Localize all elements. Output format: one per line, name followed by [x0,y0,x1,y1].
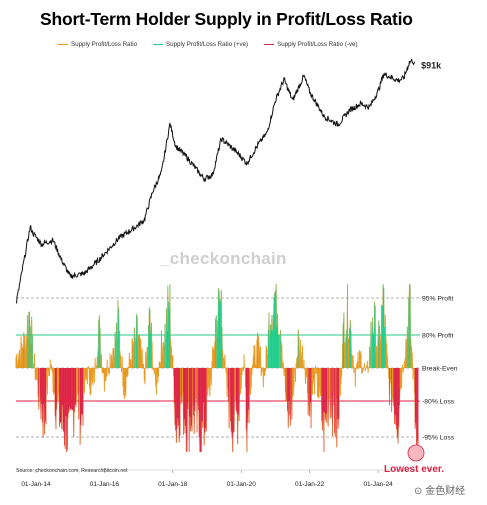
annotation-text: Lowest ever. [384,464,444,475]
ratio-series-line [15,283,419,453]
price-last-label: $91k [421,61,442,71]
chart-legend: Supply Profit/Loss Ratio Supply Profit/L… [58,41,358,48]
x-tick-label-4: 01-Jan-22 [295,481,325,488]
chart-title: Short-Term Holder Supply in Profit/Loss … [40,9,413,29]
watermark: _checkonchain [160,249,287,268]
annotation-circle [407,444,425,462]
level-label-2: Break-Even [422,365,458,372]
ratio-bars [15,284,419,452]
price-series: $91k [15,59,442,304]
x-tick-label-2: 01-Jan-18 [158,481,188,488]
legend-item-negative: Supply Profit/Loss Ratio (-ve) [264,41,358,48]
legend-item-ratio: Supply Profit/Loss Ratio [58,41,137,48]
x-tick-label-0: 01-Jan-14 [21,481,51,488]
x-tick-label-1: 01-Jan-16 [90,481,120,488]
legend-label-negative: Supply Profit/Loss Ratio (-ve) [277,41,358,48]
legend-swatch-positive [153,44,164,45]
legend-item-positive: Supply Profit/Loss Ratio (+ve) [153,41,248,48]
level-label-4: -95% Loss [422,434,455,441]
legend-swatch-ratio [58,44,68,45]
level-label-3: -80% Loss [422,398,455,405]
legend-label-ratio: Supply Profit/Loss Ratio [71,41,138,48]
legend-swatch-negative [264,44,275,45]
x-tick-label-5: 01-Jan-24 [363,481,393,488]
price-line [15,59,416,304]
x-tick-label-3: 01-Jan-20 [227,481,257,488]
annotation: Lowest ever. [384,444,444,475]
source-note: Source: checkonchain.com, ResearchBitcoi… [16,468,128,474]
level-label-1: 80% Profit [422,332,453,339]
x-axis: 01-Jan-14 01-Jan-16 01-Jan-18 01-Jan-20 01-J… [16,469,420,488]
legend-label-positive: Supply Profit/Loss Ratio (+ve) [166,41,249,48]
corner-watermark: ⊙ 金色财经 [414,486,466,497]
ratio-line [15,283,419,453]
level-label-0: 95% Profit [422,295,453,302]
